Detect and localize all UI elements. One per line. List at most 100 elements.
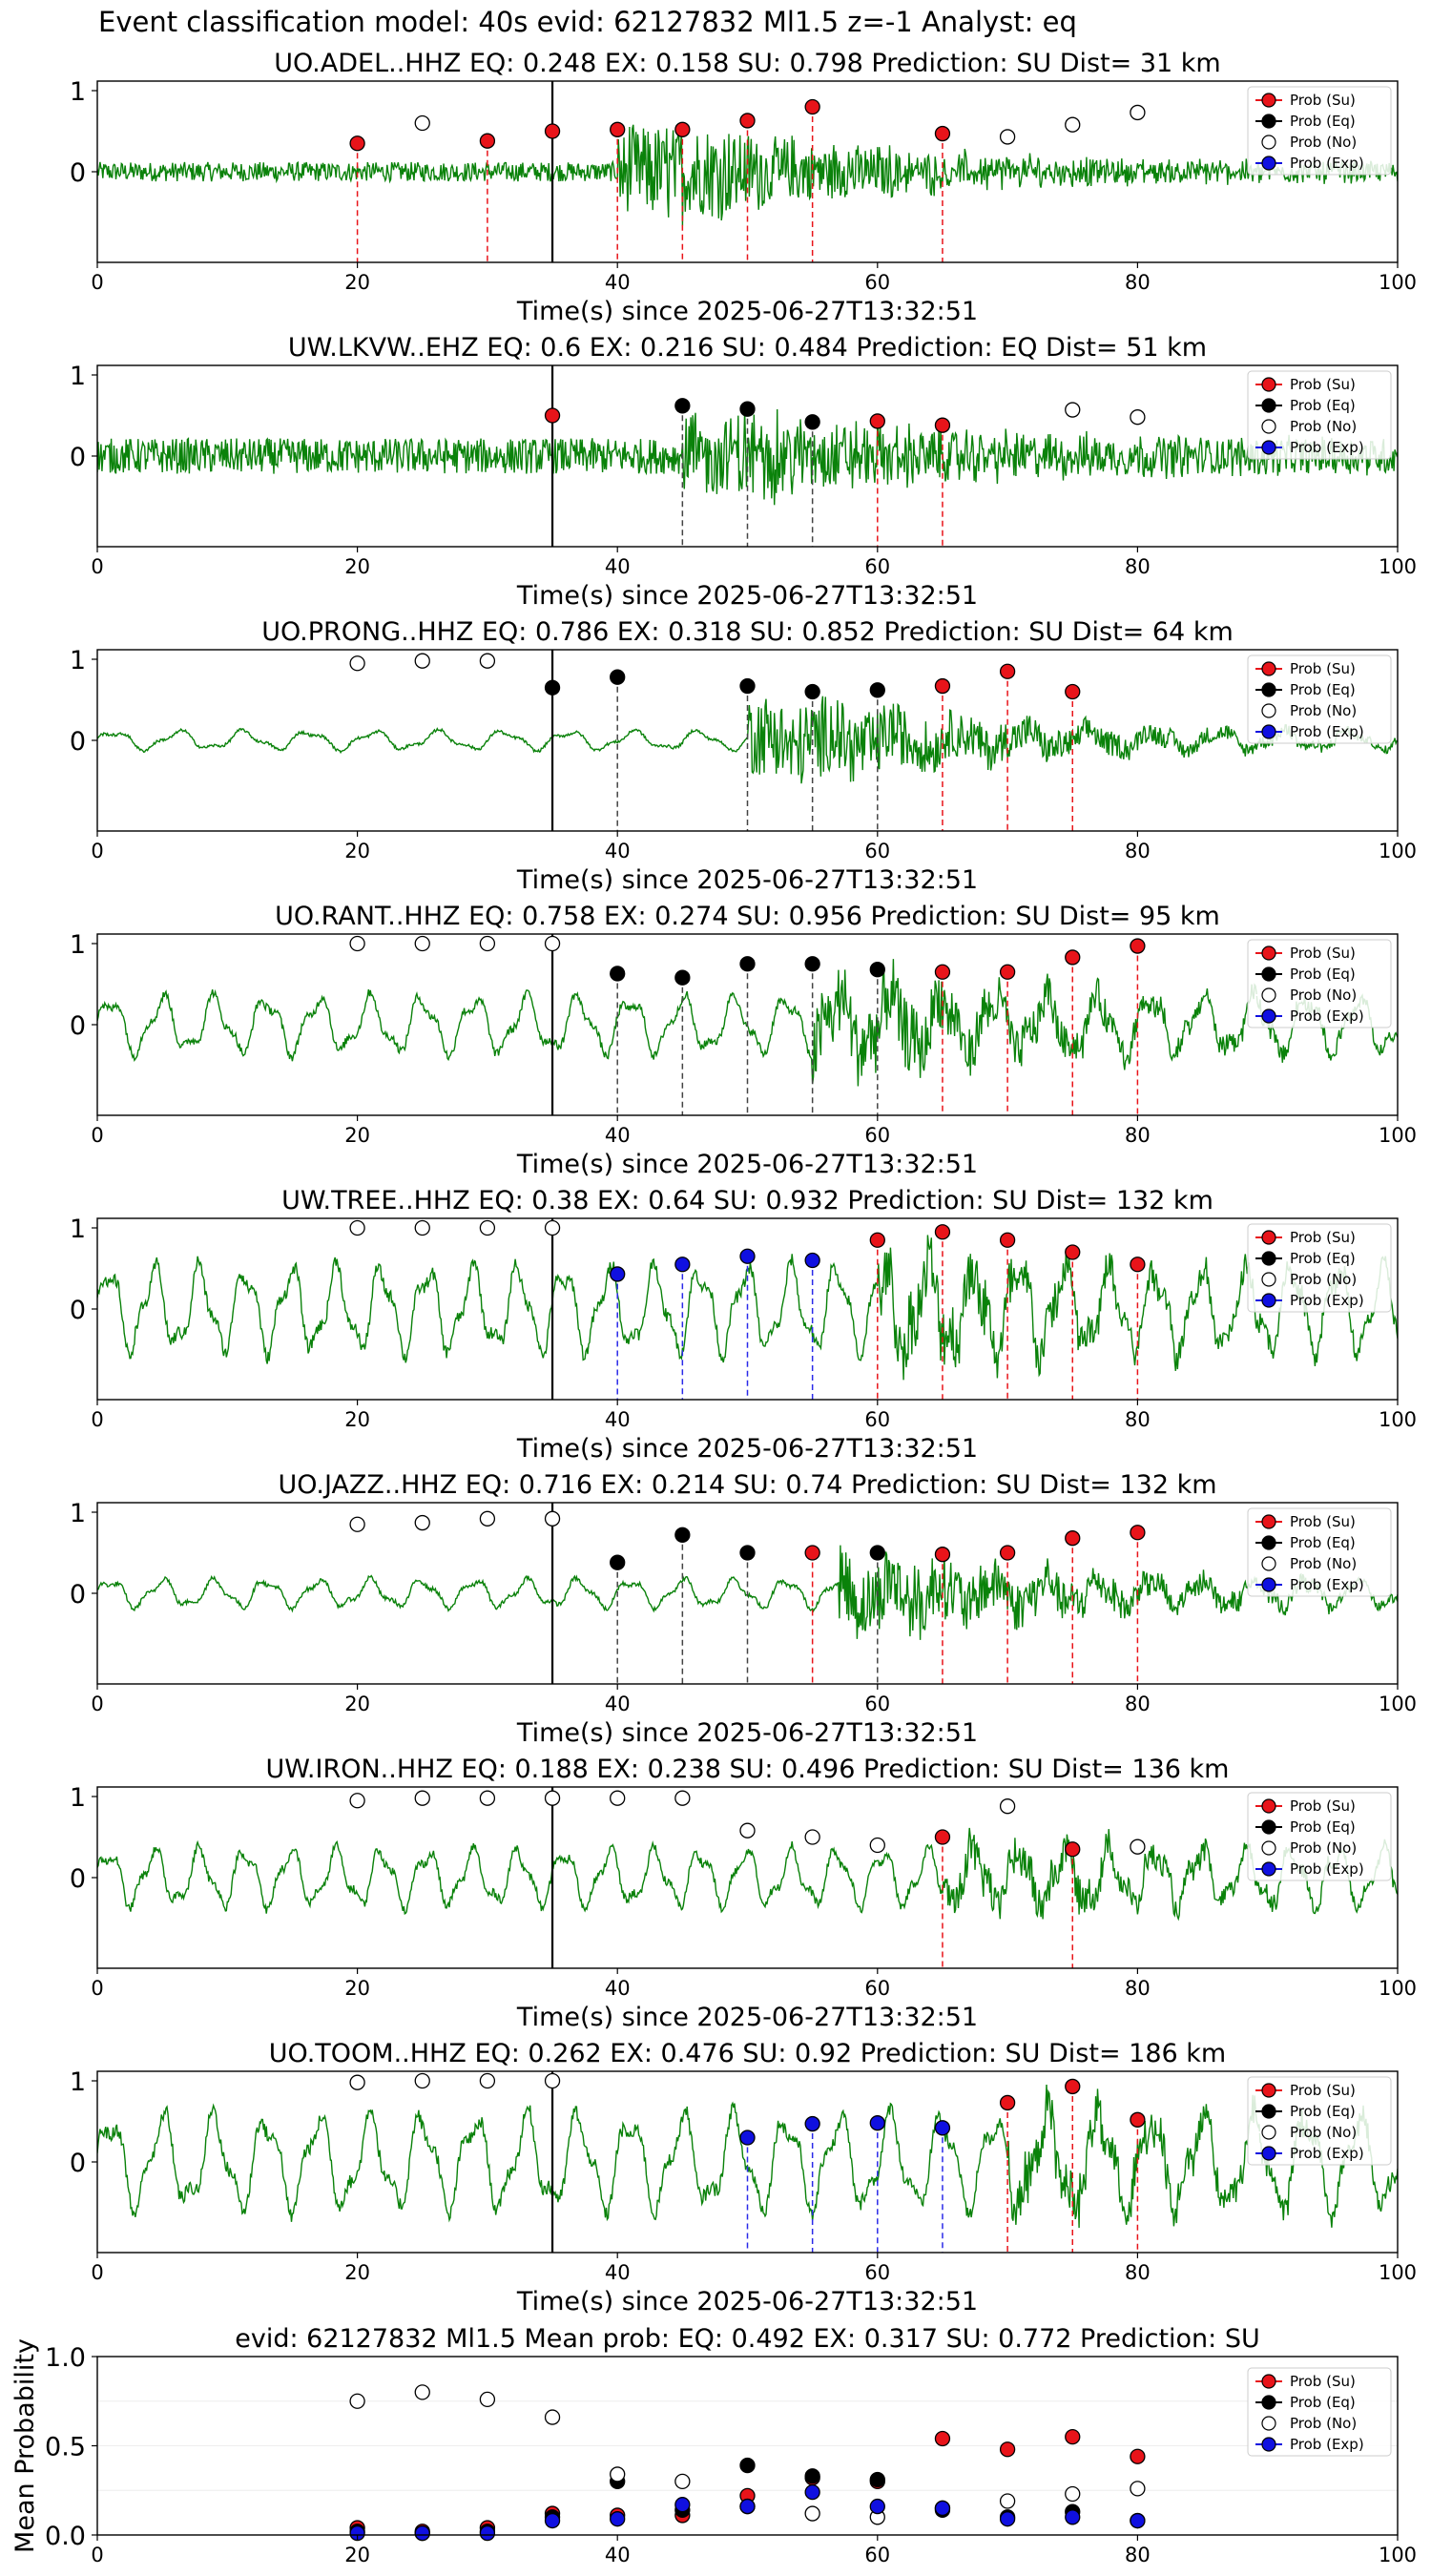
prob-marker-exp (804, 1252, 820, 1269)
y-axis-label: Mean Probability (10, 2338, 40, 2553)
x-tick-label: 0 (91, 555, 103, 578)
legend-marker-exp (1261, 1293, 1276, 1308)
legend-box (1247, 654, 1392, 744)
legend-marker-su (1261, 1230, 1276, 1245)
legend-label-exp: Prob (Exp) (1290, 1576, 1364, 1593)
prob-marker-no (414, 1219, 430, 1236)
prob-marker-no (414, 114, 430, 132)
legend-marker-eq (1261, 682, 1276, 697)
y-tick-label: 0 (70, 727, 86, 757)
x-tick-label: 40 (605, 840, 631, 862)
x-axis-label: Time(s) since 2025-06-27T13:32:51 (516, 2287, 978, 2316)
panel-title: UO.RANT..HHZ EQ: 0.758 EX: 0.274 SU: 0.9… (275, 902, 1220, 931)
y-tick-label: 1 (70, 1499, 86, 1528)
mean-marker-no (999, 2493, 1016, 2509)
legend-marker-no (1261, 2416, 1276, 2431)
x-tick-label: 0 (91, 1408, 103, 1431)
legend-label-su: Prob (Su) (1290, 1513, 1356, 1530)
x-tick-label: 80 (1125, 2544, 1151, 2566)
legend-label-su: Prob (Su) (1290, 92, 1356, 109)
x-tick-label: 40 (605, 1124, 631, 1147)
legend-label-su: Prob (Su) (1290, 1797, 1356, 1815)
mean-marker-no (544, 2409, 561, 2425)
prob-marker-no (479, 2072, 496, 2089)
x-tick-label: 60 (864, 1408, 890, 1431)
waveform-trace (97, 1827, 1398, 1922)
prob-marker-no (674, 1790, 691, 1806)
x-tick-label: 40 (605, 1693, 631, 1715)
legend-label-no: Prob (No) (1290, 2124, 1357, 2141)
mean-marker-su (999, 2441, 1016, 2458)
panel-title: UW.LKVW..EHZ EQ: 0.6 EX: 0.216 SU: 0.484… (288, 333, 1207, 363)
waveform-trace (97, 2084, 1398, 2229)
y-tick-label: 0 (70, 2149, 86, 2178)
station-panel: UO.RANT..HHZ EQ: 0.758 EX: 0.274 SU: 0.9… (70, 902, 1417, 1179)
x-tick-label: 100 (1379, 2544, 1417, 2566)
x-tick-label: 100 (1379, 1124, 1417, 1147)
x-tick-label: 20 (344, 1977, 370, 2000)
legend-label-no: Prob (No) (1290, 987, 1357, 1004)
y-tick-label: 0 (70, 1864, 86, 1894)
prob-marker-eq (869, 1545, 885, 1561)
legend-box (1247, 370, 1392, 460)
prob-marker-su (804, 98, 820, 115)
legend-box (1247, 2076, 1392, 2166)
prob-marker-no (544, 1510, 561, 1527)
prob-marker-no (544, 2072, 561, 2089)
x-tick-label: 60 (864, 840, 890, 862)
legend-marker-exp (1261, 724, 1276, 739)
prob-marker-su (349, 135, 365, 152)
x-tick-label: 100 (1379, 1977, 1417, 2000)
legend-label-eq: Prob (Eq) (1290, 397, 1356, 414)
x-axis-label: Time(s) since 2025-06-27T13:32:51 (516, 1434, 978, 1464)
x-axis-label: Time(s) since 2025-06-27T13:32:51 (516, 297, 978, 326)
legend-marker-no (1261, 2125, 1276, 2140)
legend-marker-eq (1261, 114, 1276, 129)
prob-marker-su (934, 1547, 951, 1563)
legend-label-no: Prob (No) (1290, 134, 1357, 151)
legend-marker-no (1261, 1556, 1276, 1571)
y-tick-label: 1 (70, 362, 86, 391)
legend-label-su: Prob (Su) (1290, 2373, 1356, 2390)
mean-marker-exp (869, 2498, 885, 2515)
y-tick-label: 0.0 (45, 2522, 86, 2551)
legend-marker-exp (1261, 2146, 1276, 2161)
mean-marker-su (1065, 2428, 1081, 2445)
prob-marker-su (544, 407, 561, 424)
legend-marker-su (1261, 93, 1276, 108)
x-tick-label: 40 (605, 2544, 631, 2566)
prob-marker-su (999, 964, 1016, 980)
prob-marker-no (544, 935, 561, 952)
x-tick-label: 20 (344, 1124, 370, 1147)
mean-marker-exp (934, 2500, 951, 2517)
prob-marker-no (479, 653, 496, 669)
legend-label-exp: Prob (Exp) (1290, 723, 1364, 740)
prob-marker-no (1065, 402, 1081, 418)
station-panel: UW.LKVW..EHZ EQ: 0.6 EX: 0.216 SU: 0.484… (70, 333, 1417, 611)
figure-suptitle: Event classification model: 40s evid: 62… (98, 6, 1077, 38)
mean-marker-no (414, 2384, 430, 2400)
prob-marker-eq (544, 679, 561, 696)
legend-box (1247, 86, 1392, 176)
prob-marker-no (1130, 409, 1146, 426)
legend-label-no: Prob (No) (1290, 418, 1357, 435)
y-tick-label: 1 (70, 1215, 86, 1244)
x-tick-label: 60 (864, 1977, 890, 2000)
prob-marker-su (869, 1232, 885, 1248)
mean-marker-exp (479, 2524, 496, 2542)
x-tick-label: 100 (1379, 555, 1417, 578)
prob-marker-no (349, 1793, 365, 1809)
station-panel: UO.ADEL..HHZ EQ: 0.248 EX: 0.158 SU: 0.7… (70, 49, 1417, 326)
legend-label-exp: Prob (Exp) (1290, 2145, 1364, 2162)
legend-label-exp: Prob (Exp) (1290, 1008, 1364, 1025)
panel-title: UW.TREE..HHZ EQ: 0.38 EX: 0.64 SU: 0.932… (281, 1186, 1213, 1215)
prob-marker-eq (674, 1527, 691, 1543)
x-axis-label: Time(s) since 2025-06-27T13:32:51 (516, 581, 978, 611)
prob-marker-su (804, 1545, 820, 1561)
panel-title: evid: 62127832 Ml1.5 Mean prob: EQ: 0.49… (235, 2324, 1260, 2354)
legend-box (1247, 1223, 1392, 1313)
legend-marker-su (1261, 1514, 1276, 1529)
prob-marker-eq (674, 969, 691, 986)
x-tick-label: 0 (91, 1693, 103, 1715)
prob-marker-no (1065, 116, 1081, 133)
